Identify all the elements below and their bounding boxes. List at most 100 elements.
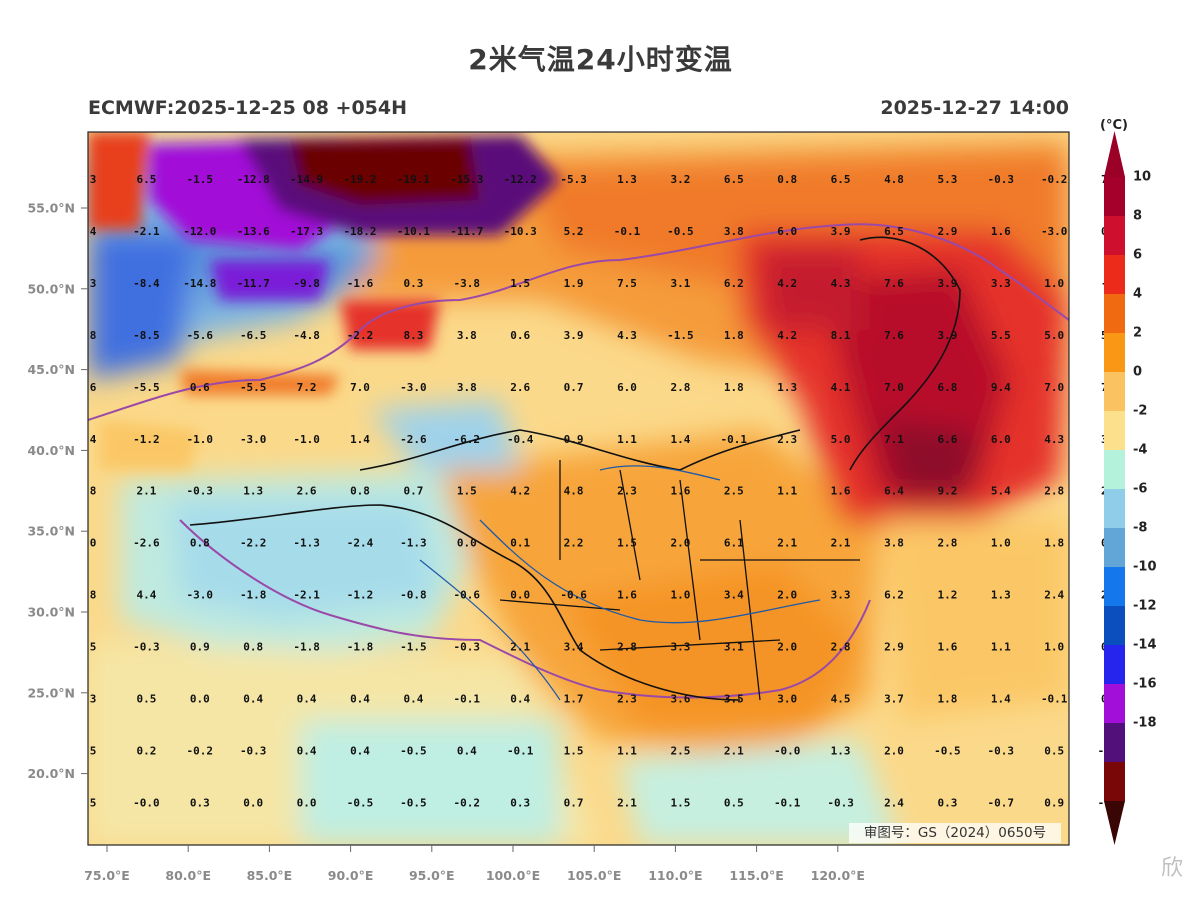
grid-value: 5.0 <box>1044 329 1064 342</box>
grid-value: -0.3 <box>187 485 214 498</box>
colorbar-segment <box>1104 255 1125 295</box>
grid-value: -1.5 <box>187 173 214 186</box>
lon-tick-label: 105.0°E <box>567 868 621 883</box>
lon-tick-label: 110.0°E <box>648 868 702 883</box>
grid-value: -11.7 <box>237 277 270 290</box>
grid-value: -3.0 <box>187 589 214 602</box>
grid-value: 8 <box>90 329 97 342</box>
grid-value: 6.0 <box>991 433 1011 446</box>
grid-value: 2.1 <box>777 537 797 550</box>
grid-value: 2.8 <box>1044 485 1064 498</box>
grid-value: -10.1 <box>397 225 430 238</box>
grid-value: -0.2 <box>187 745 214 758</box>
grid-value: -10.3 <box>504 225 537 238</box>
grid-value: -1.2 <box>347 589 374 602</box>
colorbar-bottom-arrow <box>1104 801 1125 845</box>
grid-value: -1.2 <box>133 433 160 446</box>
grid-value: 2.0 <box>670 537 690 550</box>
colorbar-segment <box>1104 489 1125 529</box>
grid-value: -14.8 <box>183 277 216 290</box>
grid-value: -0.5 <box>934 745 961 758</box>
grid-value: -0.3 <box>454 641 481 654</box>
grid-value: -6.5 <box>240 329 267 342</box>
grid-value: -3.8 <box>454 277 481 290</box>
grid-value: 1.0 <box>1044 641 1064 654</box>
grid-value: -0.7 <box>988 796 1015 809</box>
grid-value: 3.7 <box>884 693 904 706</box>
grid-value: -0.3 <box>133 641 160 654</box>
grid-value: 2.3 <box>617 485 637 498</box>
grid-value: 8 <box>90 589 97 602</box>
grid-value: -0.5 <box>347 796 374 809</box>
lat-tick-label: 45.0°N <box>27 362 75 377</box>
grid-value: -0.0 <box>774 745 801 758</box>
grid-value: 3.3 <box>831 589 851 602</box>
grid-value: -2.6 <box>133 537 160 550</box>
grid-value: 2.1 <box>136 485 156 498</box>
grid-value: 6.6 <box>937 433 957 446</box>
grid-value: 4.2 <box>777 329 797 342</box>
grid-value: 0.9 <box>564 433 584 446</box>
grid-value: 1.6 <box>831 485 851 498</box>
grid-value: 4.3 <box>831 277 851 290</box>
grid-value: 1.4 <box>670 433 690 446</box>
grid-value: 4.8 <box>884 173 904 186</box>
grid-value: -5.3 <box>560 173 587 186</box>
grid-value: -17.3 <box>290 225 323 238</box>
grid-value: 1.3 <box>243 485 263 498</box>
grid-value: 1.8 <box>1044 537 1064 550</box>
grid-value: -9.8 <box>293 277 320 290</box>
grid-value: -4.8 <box>293 329 320 342</box>
grid-value: 1.6 <box>991 225 1011 238</box>
lon-tick-label: 85.0°E <box>247 868 293 883</box>
grid-value: 2.0 <box>884 745 904 758</box>
grid-value: 3.4 <box>724 589 744 602</box>
grid-value: 0.4 <box>350 745 370 758</box>
lon-tick-label: 75.0°E <box>84 868 130 883</box>
grid-value: 1.3 <box>777 381 797 394</box>
grid-value: 2.6 <box>510 381 530 394</box>
grid-value: -1.0 <box>293 433 320 446</box>
colorbar-label: -4 <box>1133 443 1147 458</box>
grid-value: 6 <box>90 381 97 394</box>
grid-value: 8.3 <box>403 329 423 342</box>
grid-value: 9.4 <box>991 381 1011 394</box>
grid-value: 3.4 <box>564 641 584 654</box>
grid-value: 1.6 <box>937 641 957 654</box>
grid-value: 2.1 <box>617 796 637 809</box>
grid-value: 0.4 <box>297 693 317 706</box>
grid-value: 7.0 <box>350 381 370 394</box>
grid-value: -8.5 <box>133 329 160 342</box>
grid-value: 6.5 <box>724 173 744 186</box>
grid-value: -12.8 <box>237 173 270 186</box>
grid-value: 0.3 <box>403 277 423 290</box>
lon-tick-label: 90.0°E <box>328 868 374 883</box>
colorbar-label: -16 <box>1133 677 1157 692</box>
grid-value: 2.5 <box>670 745 690 758</box>
grid-value: 6.2 <box>724 277 744 290</box>
grid-value: -0.5 <box>400 796 427 809</box>
grid-value: -12.2 <box>504 173 537 186</box>
grid-value: 1.0 <box>670 589 690 602</box>
grid-value: 7.0 <box>884 381 904 394</box>
colorbar-unit: (°C) <box>1100 118 1128 133</box>
grid-value: 1.8 <box>937 693 957 706</box>
grid-value: -14.9 <box>290 173 323 186</box>
grid-value: 2.1 <box>510 641 530 654</box>
grid-value: 1.6 <box>617 589 637 602</box>
grid-value: 3.3 <box>991 277 1011 290</box>
grid-value: 6.2 <box>884 589 904 602</box>
grid-value: -0.1 <box>721 433 748 446</box>
grid-value: 3.2 <box>670 173 690 186</box>
grid-value: 3.8 <box>884 537 904 550</box>
colorbar-segment <box>1104 528 1125 568</box>
grid-value: 2.4 <box>884 796 904 809</box>
lat-tick-label: 35.0°N <box>27 524 75 539</box>
colorbar-label: -8 <box>1133 521 1147 536</box>
grid-value: 3.8 <box>724 225 744 238</box>
lon-tick-label: 115.0°E <box>729 868 783 883</box>
grid-value: 3.9 <box>937 329 957 342</box>
grid-value: -6.2 <box>454 433 481 446</box>
colorbar-segment <box>1104 723 1125 763</box>
